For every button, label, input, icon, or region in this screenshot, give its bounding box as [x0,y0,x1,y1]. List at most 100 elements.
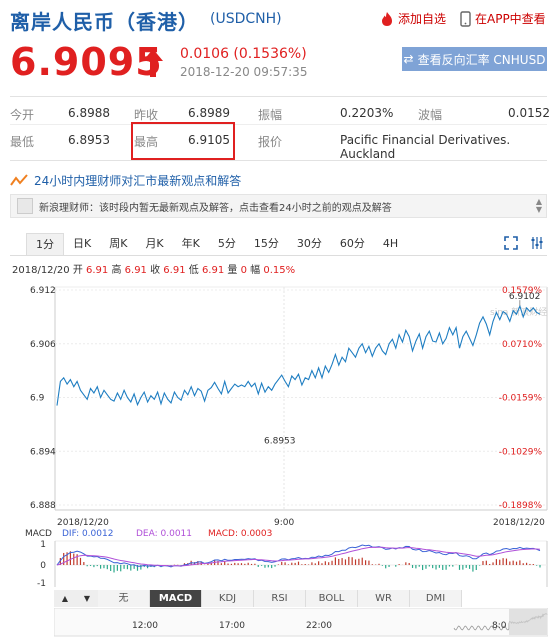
low-value: 6.8953 [68,133,110,147]
info-high-label: 高 [111,265,122,276]
y-tick-left: 6.894 [30,447,56,457]
info-date: 2018/12/20 [12,265,70,276]
info-volume-label: 量 [227,265,238,276]
timeline-label-1: 12:00 [132,621,158,631]
page-title: 离岸人民币（香港） [10,10,199,34]
tab-1min[interactable]: 1分 [26,233,64,256]
info-low: 6.91 [201,265,225,276]
phone-icon [460,10,471,27]
scroll-arrows-icon[interactable]: ▲ ▼ [535,197,542,214]
trend-icon [10,173,28,186]
y-tick-left: 6.888 [30,501,56,511]
timeline-label-2: 17:00 [219,621,245,631]
news-heading[interactable]: 24小时内理财师对汇市最新观点和解答 [10,172,241,189]
y-tick-right: 0.0710% [502,340,542,350]
flame-icon [382,11,392,26]
y-axis-right-labels: 0.1579% 0.0710% -0.0159% -0.1029% -0.1898% [499,286,543,511]
chart-gridlines [55,289,547,506]
high-annotation: 6.9102 [509,292,541,302]
quote-timestamp: 2018-12-20 09:57:35 [180,65,308,79]
divider [10,96,547,97]
indicator-macd[interactable]: MACD [150,590,202,607]
swap-icon: ⇄ [403,52,414,66]
indicator-kdj[interactable]: KDJ [202,590,254,607]
volatility-label: 波幅 [418,108,443,122]
macd-histogram [59,551,541,573]
tab-weekly[interactable]: 周K [109,237,128,250]
dea-line [56,546,541,567]
quote-source-label: 报价 [258,135,283,149]
indicator-rsi[interactable]: RSI [254,590,306,607]
timeline-scrubber[interactable]: 12:00 17:00 22:00 8:0 [54,608,548,638]
amplitude-value: 0.2203% [340,106,394,120]
macd-date-right: 2018/12/20 [493,518,545,528]
y-tick-right: -0.0159% [499,394,543,404]
high-highlight-box [131,122,235,160]
tab-15min[interactable]: 15分 [253,237,279,250]
symbol-code: (USDCNH) [210,11,282,27]
info-high: 6.91 [124,265,147,276]
macd-dea: DEA: 0.0011 [136,529,192,539]
macd-tick-1: 1 [40,540,46,550]
y-tick-left: 6.912 [30,286,56,296]
tab-4h[interactable]: 4H [382,237,399,250]
dif-line [56,544,541,568]
macd-dif: DIF: 0.0012 [62,529,113,539]
news-item[interactable]: 新浪理财师：该时段内暂无最新观点及解答，点击查看24小时之前的观点及解答 ▲ ▼ [10,194,547,218]
divider [10,160,547,161]
app-view-label: 在APP中查看 [475,12,546,26]
price-chart[interactable]: 6.912 6.906 6.9 6.894 6.888 0.1579% 0.0710% -0… [0,275,550,590]
time-axis-label: 9:00 [274,518,294,528]
macd-date-left: 2018/12/20 [57,518,109,528]
app-view-button[interactable]: 在APP中查看 [460,10,546,27]
add-watchlist-label: 添加自选 [398,12,447,26]
news-item-text: 新浪理财师：该时段内暂无最新观点及解答，点击查看24小时之前的观点及解答 [39,202,392,214]
fullscreen-icon[interactable] [504,236,518,250]
indicator-wr[interactable]: WR [358,590,410,607]
macd-label: MACD [25,529,52,539]
current-price: 6.9095 [10,40,163,84]
tab-daily[interactable]: 日K [73,237,92,250]
reverse-rate-button[interactable]: ⇄ 查看反向汇率 CNHUSD [402,47,547,71]
y-axis-left-labels: 6.912 6.906 6.9 6.894 6.888 [30,286,56,511]
indicator-none[interactable]: 无 [98,590,150,607]
info-open: 6.91 [86,265,109,276]
ohlc-infobar: 2018/12/20 开 6.91 高 6.91 收 6.91 低 6.91 量… [12,261,295,276]
prev-close-label: 昨收 [134,108,159,122]
news-heading-label: 24小时内理财师对汇市最新观点和解答 [34,174,242,188]
macd-tick-neg1: -1 [37,579,46,589]
prev-close-value: 6.8989 [188,106,230,120]
indicator-tabs: 无 MACD KDJ RSI BOLL WR DMI [98,590,462,607]
divider [10,255,547,256]
add-watchlist-button[interactable]: 添加自选 [380,10,446,27]
info-volume: 0 [240,265,247,276]
tab-monthly[interactable]: 月K [145,237,164,250]
quote-source-value: Pacific Financial Derivatives. Auckland [340,133,511,161]
y-tick-left: 6.9 [30,394,45,404]
high-value: 6.9105 [188,133,230,147]
info-close-label: 收 [150,265,161,276]
tab-60min[interactable]: 60分 [339,237,365,250]
timeline-window[interactable] [509,609,547,635]
prev-arrow-icon[interactable]: ▲ [54,590,76,607]
tab-yearly[interactable]: 年K [181,237,200,250]
info-amp-label: 幅 [250,265,261,276]
y-tick-right: 0.1579% [502,286,542,296]
indicator-boll[interactable]: BOLL [306,590,358,607]
next-arrow-icon[interactable]: ▼ [76,590,98,607]
price-change: 0.0106 (0.1536%) [180,46,307,62]
tab-5min[interactable]: 5分 [217,237,236,250]
timeline-label-4: 8:0 [492,621,507,631]
low-annotation: 6.8953 [264,437,296,447]
timeline-label-3: 22:00 [306,621,332,631]
price-line [56,304,541,407]
y-tick-right: -0.1898% [499,501,543,511]
low-label: 最低 [10,135,35,149]
info-close: 6.91 [163,265,186,276]
high-label: 最高 [134,135,159,149]
settings-icon[interactable] [530,236,544,250]
tab-30min[interactable]: 30分 [296,237,322,250]
open-value: 6.8988 [68,106,110,120]
indicator-dmi[interactable]: DMI [410,590,462,607]
amplitude-label: 振幅 [258,108,283,122]
